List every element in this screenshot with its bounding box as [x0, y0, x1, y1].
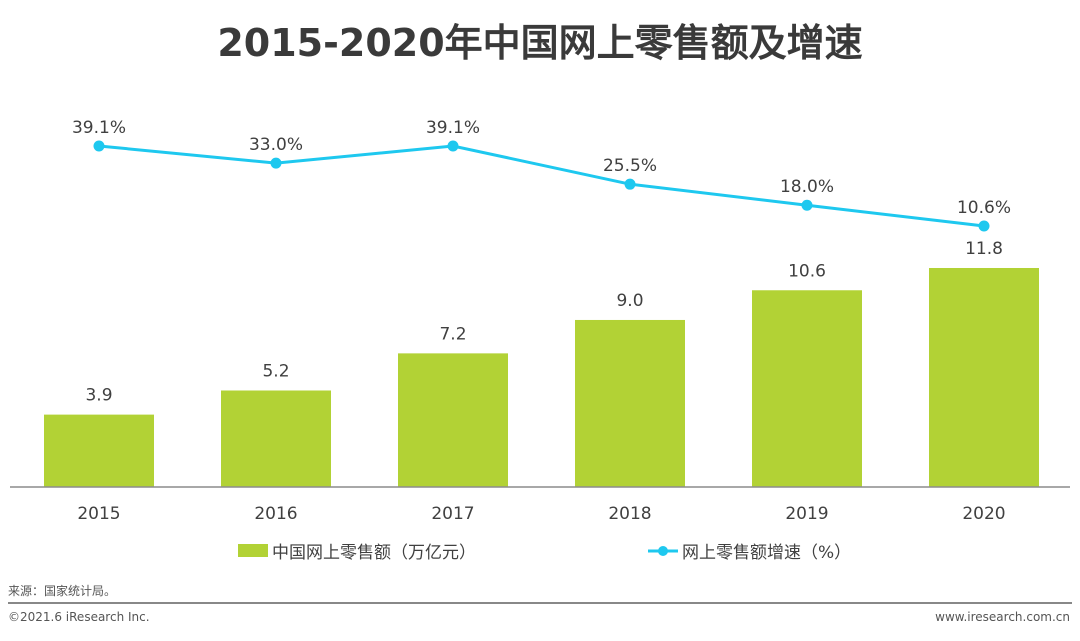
bar — [398, 353, 508, 487]
growth-value-label: 10.6% — [957, 198, 1011, 218]
growth-point — [624, 178, 636, 190]
growth-point — [447, 140, 459, 152]
bar — [575, 319, 685, 487]
source-note: 来源：国家统计局。 — [8, 584, 117, 598]
x-tick-label: 2015 — [77, 504, 120, 524]
x-tick-label: 2019 — [785, 504, 828, 524]
growth-point — [978, 220, 990, 232]
bar-value-label: 5.2 — [262, 361, 289, 381]
bar — [221, 390, 331, 487]
bar — [752, 290, 862, 487]
bar-value-label: 10.6 — [788, 261, 826, 281]
x-tick-label: 2016 — [254, 504, 297, 524]
bar — [929, 267, 1039, 487]
legend-line-label: 网上零售额增速（%） — [682, 543, 852, 563]
legend-bar-swatch — [238, 544, 268, 557]
growth-point — [270, 157, 282, 169]
growth-value-label: 39.1% — [426, 118, 480, 138]
legend-item-line: 网上零售额增速（%） — [648, 538, 851, 563]
chart-title: 2015-2020年中国网上零售额及增速 — [217, 21, 863, 65]
growth-value-label: 18.0% — [780, 177, 834, 197]
growth-value-label: 25.5% — [603, 156, 657, 176]
x-tick-label: 2020 — [962, 504, 1005, 524]
growth-value-label: 33.0% — [249, 135, 303, 155]
bar-value-label: 7.2 — [439, 324, 466, 344]
x-tick-label: 2017 — [431, 504, 474, 524]
growth-point — [93, 140, 105, 152]
footer-divider — [8, 602, 1072, 604]
growth-value-label: 39.1% — [72, 118, 126, 138]
growth-point — [801, 199, 813, 211]
x-tick-label: 2018 — [608, 504, 651, 524]
bar-value-label: 9.0 — [616, 291, 643, 311]
growth-line — [98, 144, 985, 228]
copyright: ©2021.6 iResearch Inc. — [8, 610, 150, 624]
legend-item-bar: 中国网上零售额（万亿元） — [238, 538, 476, 563]
legend-line-marker-icon — [648, 545, 678, 556]
legend-bar-label: 中国网上零售额（万亿元） — [272, 543, 476, 563]
bar-value-label: 11.8 — [965, 239, 1003, 259]
website: www.iresearch.com.cn — [935, 610, 1070, 624]
bar-value-label: 3.9 — [85, 386, 112, 406]
bar — [44, 414, 154, 487]
